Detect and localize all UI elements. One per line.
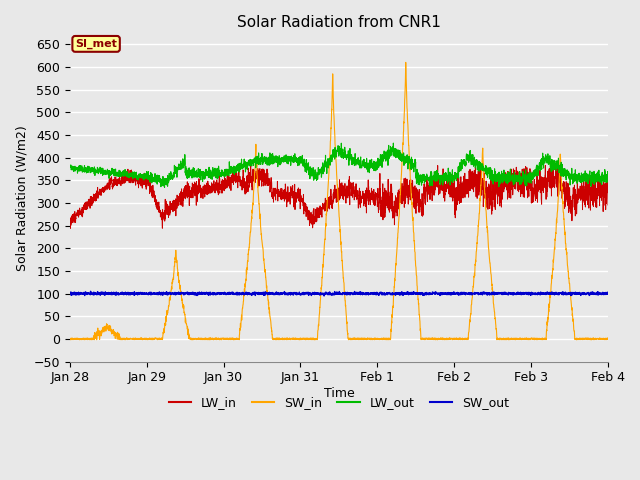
- Text: SI_met: SI_met: [75, 39, 117, 49]
- Y-axis label: Solar Radiation (W/m2): Solar Radiation (W/m2): [15, 126, 28, 271]
- Legend: LW_in, SW_in, LW_out, SW_out: LW_in, SW_in, LW_out, SW_out: [163, 391, 515, 414]
- Title: Solar Radiation from CNR1: Solar Radiation from CNR1: [237, 15, 441, 30]
- X-axis label: Time: Time: [323, 387, 355, 400]
